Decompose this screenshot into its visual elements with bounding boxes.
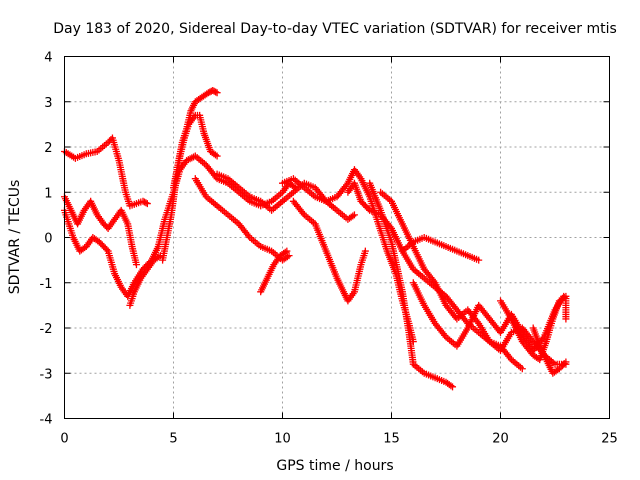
x-tick-label: 10	[274, 432, 291, 447]
data-point	[283, 247, 291, 255]
series-track-12	[344, 179, 526, 373]
x-tick-label: 0	[60, 432, 68, 447]
series-track-8	[213, 170, 358, 223]
series-track-13	[366, 179, 457, 391]
y-tick-label: -4	[40, 413, 53, 428]
data-point	[285, 252, 293, 260]
y-tick-label: 1	[44, 186, 52, 201]
series-track-18	[529, 324, 570, 377]
data-point	[559, 361, 567, 369]
x-tick-label: 20	[492, 432, 509, 447]
y-tick-label: 3	[44, 96, 52, 111]
y-tick-label: 4	[44, 51, 52, 66]
series-track-1	[61, 134, 151, 210]
data-point	[213, 89, 221, 97]
x-tick-label: 25	[601, 432, 618, 447]
x-tick-label: 15	[383, 432, 400, 447]
y-tick-label: 0	[44, 232, 52, 247]
data-point	[562, 315, 570, 323]
data-point	[103, 246, 111, 254]
series-track-15	[398, 234, 483, 264]
data-point	[449, 383, 457, 391]
y-tick-label: -3	[40, 367, 53, 382]
data-point	[155, 253, 163, 261]
y-tick-label: -2	[40, 322, 53, 337]
x-tick-label: 5	[169, 432, 177, 447]
series-track-4	[159, 111, 221, 264]
x-axis-label: GPS time / hours	[276, 458, 393, 474]
series-track-10	[289, 197, 369, 305]
data-point	[132, 261, 140, 269]
chart-title: Day 183 of 2020, Sidereal Day-to-day VTE…	[53, 21, 617, 37]
data-point	[212, 88, 220, 96]
series-track-17	[497, 292, 570, 364]
data-point	[447, 382, 455, 390]
series-track-5	[170, 86, 221, 192]
series-track-3	[61, 193, 140, 269]
plot-frame	[64, 56, 610, 419]
data-marks	[61, 86, 570, 391]
series-track-7	[191, 175, 293, 264]
data-point	[361, 247, 369, 255]
data-point	[350, 211, 358, 219]
y-tick-label: -1	[40, 277, 53, 292]
data-point	[562, 358, 570, 366]
data-point	[518, 365, 526, 373]
data-point	[364, 205, 372, 213]
grid	[64, 56, 610, 419]
data-point	[349, 212, 357, 220]
series-track-6	[126, 252, 164, 309]
y-axis-label: SDTVAR / TECUs	[7, 180, 23, 295]
data-point	[211, 151, 219, 159]
tick-labels: 0 5 10 15 20 25 -4 -3 -2 -1 0 1 2 3 4	[40, 51, 618, 447]
data-point	[213, 152, 221, 160]
data-point	[143, 200, 151, 208]
data-point	[560, 293, 568, 301]
data-point	[156, 252, 164, 260]
data-point	[142, 199, 150, 207]
data-point	[281, 248, 289, 256]
series-track-9	[257, 247, 291, 296]
data-point	[475, 256, 483, 264]
y-tick-label: 2	[44, 141, 52, 156]
